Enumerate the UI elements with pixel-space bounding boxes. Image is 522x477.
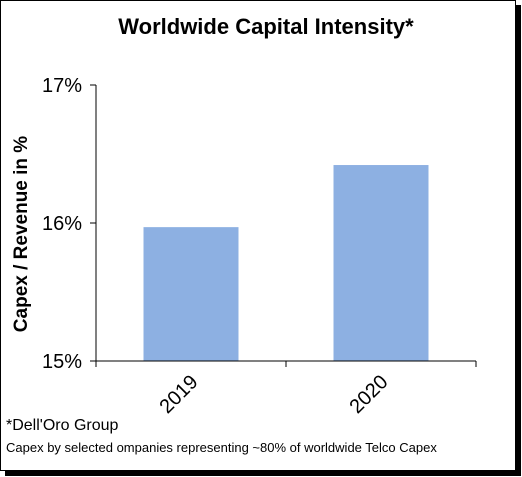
plot-area: 15% 16% 17% 2019 2020 — [42, 75, 477, 418]
x-tick-label: 2019 — [156, 371, 203, 418]
y-tick-label: 17% — [42, 75, 82, 97]
bar-2020 — [333, 165, 429, 361]
description-note: Capex by selected ompanies representing … — [6, 440, 437, 455]
y-tick-label: 15% — [42, 351, 82, 373]
bar-2019 — [143, 227, 239, 361]
y-tick-label: 16% — [42, 213, 82, 235]
y-axis-label: Capex / Revenue in % — [11, 136, 32, 333]
chart-title: Worldwide Capital Intensity* — [118, 14, 414, 39]
source-note: *Dell'Oro Group — [6, 417, 119, 434]
chart-frame — [0, 0, 516, 471]
x-tick-label: 2020 — [346, 371, 393, 418]
